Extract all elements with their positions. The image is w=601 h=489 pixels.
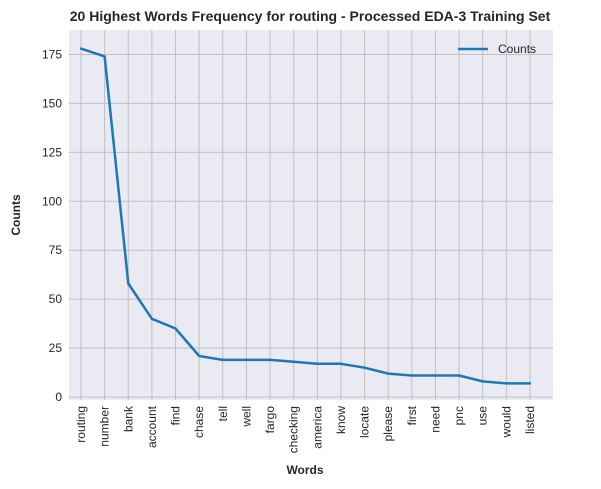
x-axis-ticks: routing number bank account find chase tell wel… [74, 405, 537, 453]
x-axis-label: Words [286, 463, 323, 477]
x-tick-label: know [334, 406, 348, 434]
data-point [481, 380, 484, 383]
x-tick-label: well [239, 406, 253, 428]
x-tick-label: would [499, 406, 513, 438]
x-tick-label: chase [192, 406, 206, 438]
data-point [457, 374, 461, 377]
x-tick-label: locate [358, 406, 372, 438]
x-tick-label: first [405, 405, 419, 425]
y-tick-label: 25 [49, 341, 63, 355]
x-tick-label: routing [74, 406, 88, 443]
data-point [268, 358, 272, 362]
data-point [434, 374, 437, 377]
x-tick-label: tell [216, 406, 230, 421]
data-point [197, 354, 201, 358]
data-point [150, 317, 154, 320]
x-tick-label: need [428, 406, 442, 433]
legend-label-counts: Counts [498, 42, 536, 56]
series-group [79, 47, 532, 385]
chart-title: 20 Highest Words Frequency for routing -… [70, 8, 551, 24]
data-point [316, 362, 319, 365]
data-point [339, 362, 343, 365]
y-tick-label: 125 [42, 145, 62, 159]
data-point [174, 327, 177, 330]
x-tick-label: listed [523, 406, 537, 434]
y-tick-label: 75 [49, 243, 63, 257]
y-tick-label: 150 [42, 96, 62, 110]
x-tick-label: checking [287, 406, 301, 453]
data-point [410, 374, 414, 377]
y-axis-label: Counts [9, 194, 23, 236]
x-tick-label: find [169, 406, 183, 425]
series-line-counts [80, 47, 530, 385]
data-point [363, 366, 366, 369]
y-tick-label: 175 [42, 47, 62, 61]
data-point [103, 55, 106, 58]
data-point [292, 360, 295, 364]
x-tick-label: use [476, 406, 490, 426]
y-tick-label: 50 [49, 292, 63, 306]
data-point [79, 47, 83, 50]
x-gridlines [80, 30, 531, 400]
x-tick-label: account [145, 405, 159, 448]
plot-area [69, 30, 553, 400]
data-point [245, 358, 248, 362]
x-tick-label: please [381, 406, 395, 442]
x-tick-label: bank [121, 405, 135, 432]
data-point [127, 282, 130, 285]
data-point [387, 372, 390, 375]
x-tick-label: america [310, 406, 324, 449]
data-point [221, 358, 224, 362]
y-tick-label: 0 [55, 390, 62, 404]
data-point [505, 382, 508, 385]
y-axis-ticks: 0 25 50 75 100 125 150 175 [42, 47, 62, 404]
x-tick-label: pnc [452, 406, 466, 425]
data-point [528, 382, 532, 385]
x-tick-label: fargo [263, 406, 277, 434]
x-tick-label: number [98, 406, 112, 447]
y-gridlines [69, 53, 553, 398]
y-tick-label: 100 [42, 194, 62, 208]
legend: Counts [458, 42, 536, 56]
